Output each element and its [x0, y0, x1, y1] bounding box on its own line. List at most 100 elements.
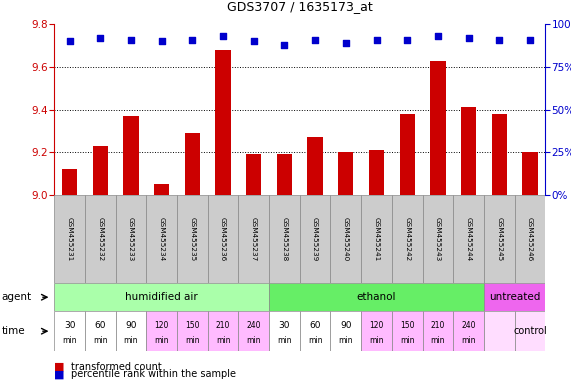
Text: untreated: untreated	[489, 292, 540, 302]
Text: 30: 30	[279, 321, 290, 329]
Text: 240: 240	[247, 321, 261, 329]
Bar	[269, 283, 484, 311]
Text: min: min	[216, 336, 230, 344]
Text: min: min	[400, 336, 415, 344]
Bar	[453, 195, 484, 283]
Text: GSM455240: GSM455240	[343, 217, 349, 262]
Point	[372, 36, 381, 43]
Bar	[423, 311, 453, 351]
Text: min: min	[461, 336, 476, 344]
Point	[494, 36, 504, 43]
Bar	[522, 152, 538, 195]
Text: GSM455231: GSM455231	[67, 217, 73, 262]
Bar	[54, 283, 269, 311]
Text: GSM455245: GSM455245	[496, 217, 502, 262]
Bar	[115, 195, 146, 283]
Bar	[62, 169, 77, 195]
Text: 90: 90	[340, 321, 352, 329]
Text: GSM455234: GSM455234	[159, 217, 164, 262]
Point	[188, 36, 197, 43]
Bar	[85, 311, 115, 351]
Bar	[177, 195, 208, 283]
Text: GSM455237: GSM455237	[251, 217, 257, 262]
Text: min: min	[124, 336, 138, 344]
Text: control: control	[513, 326, 547, 336]
Bar	[246, 154, 262, 195]
Point	[403, 36, 412, 43]
Text: min: min	[247, 336, 261, 344]
Text: ■: ■	[54, 362, 65, 372]
Point	[249, 38, 258, 44]
Bar	[369, 150, 384, 195]
Text: GSM455244: GSM455244	[465, 217, 472, 262]
Text: ethanol: ethanol	[357, 292, 396, 302]
Bar	[331, 195, 361, 283]
Text: ■: ■	[54, 369, 65, 379]
Text: GSM455241: GSM455241	[373, 217, 380, 262]
Bar	[239, 311, 269, 351]
Text: min: min	[339, 336, 353, 344]
Text: GSM455246: GSM455246	[527, 217, 533, 262]
Point	[96, 35, 105, 41]
Text: 90: 90	[125, 321, 136, 329]
Text: min: min	[369, 336, 384, 344]
Text: 120: 120	[369, 321, 384, 329]
Text: GSM455239: GSM455239	[312, 217, 318, 262]
Bar	[430, 61, 445, 195]
Text: min: min	[308, 336, 323, 344]
Text: min: min	[62, 336, 77, 344]
Bar	[492, 114, 507, 195]
Text: time: time	[2, 326, 25, 336]
Text: GSM455243: GSM455243	[435, 217, 441, 262]
Point	[311, 36, 320, 43]
Text: 210: 210	[431, 321, 445, 329]
Bar	[54, 311, 85, 351]
Point	[433, 33, 443, 39]
Text: min: min	[154, 336, 169, 344]
Bar	[269, 311, 300, 351]
Text: humidified air: humidified air	[125, 292, 198, 302]
Bar	[123, 116, 139, 195]
Text: min: min	[185, 336, 200, 344]
Text: percentile rank within the sample: percentile rank within the sample	[71, 369, 236, 379]
Point	[157, 38, 166, 44]
Point	[525, 36, 534, 43]
Text: min: min	[93, 336, 107, 344]
Bar	[392, 195, 423, 283]
Text: 240: 240	[461, 321, 476, 329]
Text: 210: 210	[216, 321, 230, 329]
Bar	[85, 195, 115, 283]
Text: GSM455242: GSM455242	[404, 217, 410, 262]
Bar	[453, 311, 484, 351]
Text: 120: 120	[155, 321, 169, 329]
Point	[280, 41, 289, 48]
Point	[219, 33, 228, 39]
Point	[65, 38, 74, 44]
Bar	[184, 133, 200, 195]
Bar	[146, 195, 177, 283]
Bar	[392, 311, 423, 351]
Bar	[331, 311, 361, 351]
Text: transformed count: transformed count	[71, 362, 162, 372]
Text: 150: 150	[400, 321, 415, 329]
Bar	[361, 311, 392, 351]
Bar	[400, 114, 415, 195]
Text: 60: 60	[309, 321, 321, 329]
Bar	[54, 195, 85, 283]
Bar	[115, 311, 146, 351]
Text: 30: 30	[64, 321, 75, 329]
Text: GSM455235: GSM455235	[190, 217, 195, 262]
Text: GSM455232: GSM455232	[97, 217, 103, 262]
Text: min: min	[277, 336, 292, 344]
Point	[126, 36, 135, 43]
Bar	[215, 50, 231, 195]
Bar	[300, 311, 331, 351]
Bar	[484, 283, 545, 311]
Text: agent: agent	[2, 292, 32, 302]
Text: GSM455238: GSM455238	[282, 217, 287, 262]
Text: GSM455236: GSM455236	[220, 217, 226, 262]
Bar	[514, 195, 545, 283]
Text: 60: 60	[95, 321, 106, 329]
Bar	[177, 311, 208, 351]
Bar	[239, 195, 269, 283]
